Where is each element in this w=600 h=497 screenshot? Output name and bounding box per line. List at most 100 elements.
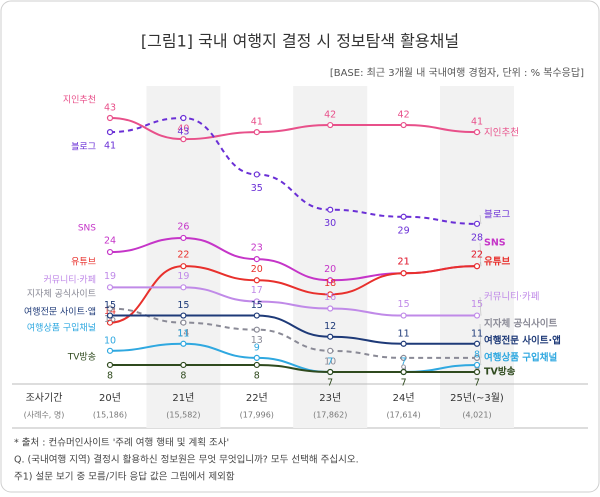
data-label: 11 xyxy=(177,328,189,339)
data-label: 11 xyxy=(398,328,410,339)
data-label: 7 xyxy=(401,378,407,389)
data-label: 42 xyxy=(398,110,410,121)
series-line xyxy=(109,363,477,374)
data-label: 43 xyxy=(104,103,116,114)
point xyxy=(180,234,187,242)
leader xyxy=(479,131,482,134)
point xyxy=(180,263,187,270)
data-label: 21 xyxy=(398,257,410,268)
data-label: 9 xyxy=(474,363,480,374)
point xyxy=(180,136,187,143)
data-label: 41 xyxy=(471,117,483,128)
x-tick-label: 21년 xyxy=(172,392,194,404)
data-label: 22 xyxy=(177,250,189,261)
point xyxy=(473,220,481,227)
data-label: 22 xyxy=(471,250,483,261)
point xyxy=(473,312,481,319)
data-label: 8 xyxy=(474,349,480,360)
data-label: 8 xyxy=(180,370,186,381)
chart-title: [그림1] 국내 여행지 결정 시 정보탐색 활용채널 xyxy=(141,32,459,51)
legend-right: 지자체 공식사이트 xyxy=(484,318,557,330)
row-label: 조사기간 xyxy=(26,392,63,404)
data-label: 13 xyxy=(251,335,263,346)
point xyxy=(253,171,260,178)
point xyxy=(327,368,334,376)
sample-label: (사례수, 명) xyxy=(24,410,65,420)
data-label: 9 xyxy=(401,363,407,374)
point xyxy=(106,361,114,369)
point xyxy=(253,298,260,305)
point xyxy=(180,319,187,326)
legend-left: 유튜브 xyxy=(71,257,96,268)
data-label: 35 xyxy=(251,183,263,194)
sample-size: (15,186) xyxy=(93,411,127,420)
data-label: 11 xyxy=(471,328,483,339)
point xyxy=(400,354,407,361)
data-label: 40 xyxy=(177,124,189,135)
legend-left: SNS xyxy=(78,224,96,234)
data-label: 15 xyxy=(177,300,189,311)
data-label: 16 xyxy=(324,292,336,303)
legend-right: 여행전문 사이트·앱 xyxy=(484,335,561,347)
data-label: 26 xyxy=(177,221,189,232)
point xyxy=(253,354,260,361)
point xyxy=(473,340,481,347)
point xyxy=(106,284,114,291)
point xyxy=(106,319,114,326)
data-label: 17 xyxy=(251,285,263,296)
data-label: 42 xyxy=(324,110,336,121)
legend-right: 지인추천 xyxy=(484,128,519,139)
data-label: 41 xyxy=(104,141,116,152)
series-line xyxy=(109,116,478,225)
column-band xyxy=(146,86,221,428)
point xyxy=(253,312,260,319)
x-tick-label: 20년 xyxy=(99,392,121,404)
leader xyxy=(479,242,482,267)
point xyxy=(106,248,114,256)
data-label: 7 xyxy=(401,357,407,368)
point xyxy=(473,368,481,376)
point xyxy=(400,312,407,319)
sample-size: (17,996) xyxy=(240,411,274,420)
point xyxy=(327,333,334,340)
data-label: 8 xyxy=(107,370,113,381)
data-label: 21 xyxy=(398,257,410,268)
data-label: 15 xyxy=(471,299,483,310)
footnote: * 출처 : 컨슈머인사이트 '주례 여행 행태 및 계획 조사' xyxy=(14,437,229,449)
legend-left: 지인추천 xyxy=(63,95,96,106)
data-label: 7 xyxy=(327,378,333,389)
point xyxy=(106,129,114,136)
data-label: 20 xyxy=(251,264,263,275)
data-label: 41 xyxy=(251,117,263,128)
point xyxy=(400,121,407,129)
data-label: 23 xyxy=(251,243,263,254)
point xyxy=(253,129,260,136)
leader xyxy=(479,323,482,358)
data-label: 28 xyxy=(471,232,483,243)
legend-left: 블로그 xyxy=(71,142,96,153)
x-tick-label: 24년 xyxy=(393,392,415,404)
series-line xyxy=(109,117,478,141)
point xyxy=(327,121,334,129)
x-tick-label: 22년 xyxy=(246,392,268,404)
legend-right: 커뮤니티·카페 xyxy=(484,292,539,303)
data-label: 15 xyxy=(104,300,116,311)
data-label: 16 xyxy=(104,314,116,325)
legend-left: TV방송 xyxy=(67,352,96,363)
series-line xyxy=(110,314,477,345)
data-label: 15 xyxy=(251,300,263,311)
sample-size: (17,614) xyxy=(386,411,420,420)
data-label: 10 xyxy=(104,335,116,346)
point xyxy=(473,354,481,361)
data-label: 14 xyxy=(104,306,116,317)
point xyxy=(400,270,407,277)
legend-right: 유튜브 xyxy=(484,257,510,268)
point xyxy=(180,361,187,369)
series-line xyxy=(110,286,477,317)
data-label: 10 xyxy=(324,356,336,367)
data-label: 29 xyxy=(398,225,410,236)
data-label: 18 xyxy=(324,278,336,289)
data-label: 19 xyxy=(177,271,189,282)
